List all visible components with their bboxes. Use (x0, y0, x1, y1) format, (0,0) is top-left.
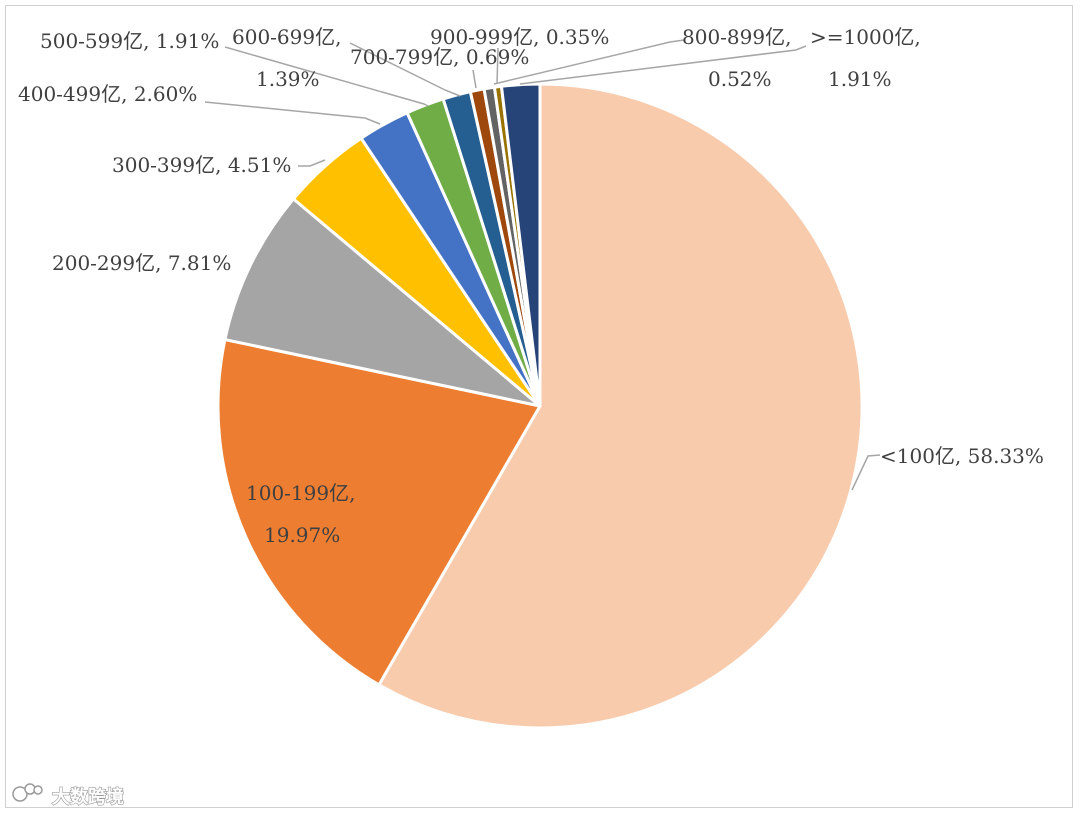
pie-slice (223, 197, 542, 408)
watermark-text: 大数跨境 (52, 786, 124, 808)
leader-line (204, 101, 381, 125)
watermark: 大数跨境 (12, 783, 125, 809)
data-label: 100-199亿, (246, 481, 355, 505)
data-label: 800-899亿, (682, 25, 791, 49)
data-label: 1.91% (828, 67, 892, 91)
pie-slice (216, 338, 542, 687)
leader-line (224, 46, 429, 107)
data-labels: <100亿, 58.33% 100-199亿, 19.97% 200-299亿, 7.… (18, 25, 1044, 547)
data-label: 200-299亿, 7.81% (52, 251, 231, 275)
data-label: 1.39% (256, 67, 320, 91)
leader-line (493, 39, 685, 85)
watermark-logo-icon (12, 783, 43, 802)
data-label: >=1000亿, (810, 25, 921, 49)
data-label: 300-399亿, 4.51% (112, 153, 291, 177)
data-label: 700-799亿, 0.69% (350, 45, 529, 69)
leader-line (349, 42, 461, 97)
data-label: 900-999亿, 0.35% (430, 25, 609, 49)
leader-lines (204, 39, 881, 491)
leader-line (851, 454, 881, 491)
pie-slice (377, 82, 864, 730)
leader-line (472, 69, 477, 89)
data-label: 500-599亿, 1.91% (40, 29, 219, 53)
leader-line (519, 45, 807, 85)
pie-slices (216, 82, 864, 730)
data-label: 0.52% (708, 67, 772, 91)
data-label: 600-699亿, (232, 25, 341, 49)
leader-line (298, 159, 326, 167)
data-label: 400-499亿, 2.60% (18, 82, 197, 106)
leader-line (496, 47, 499, 85)
data-label: 19.97% (264, 523, 340, 547)
data-label: <100亿, 58.33% (880, 444, 1044, 468)
